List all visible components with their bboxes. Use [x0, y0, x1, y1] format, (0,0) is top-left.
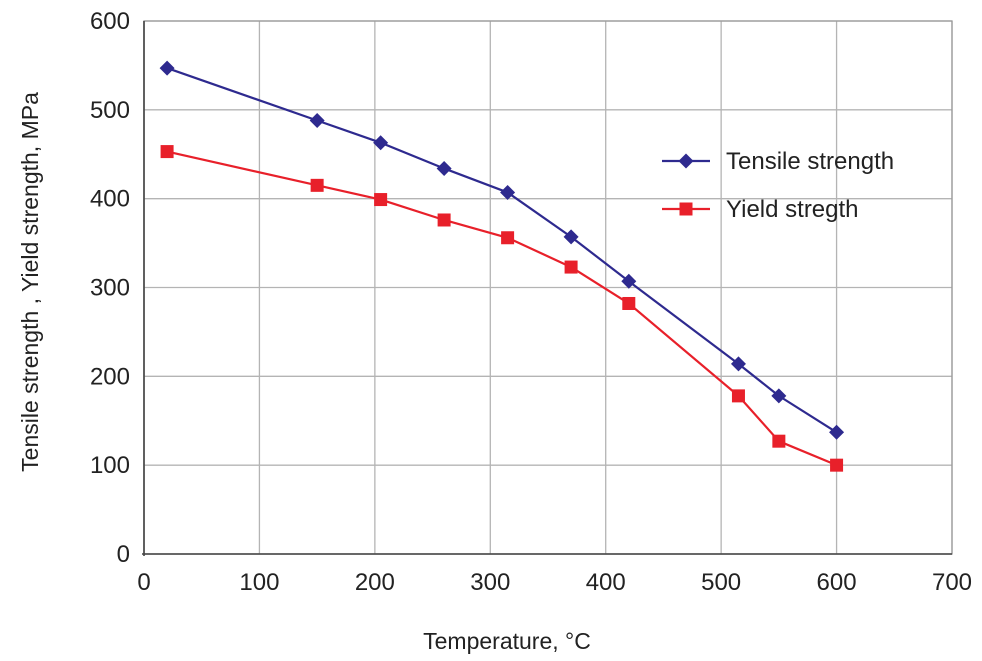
legend-marker [679, 202, 693, 216]
data-point [310, 178, 324, 192]
y-tick-label: 100 [90, 452, 130, 479]
legend-item: Yield stregth [662, 196, 859, 223]
x-tick-label: 100 [239, 569, 279, 596]
data-point [436, 160, 452, 176]
data-point [830, 458, 844, 472]
data-point [730, 356, 746, 372]
data-point [437, 213, 451, 227]
legend: Tensile strength Yield stregth [662, 148, 894, 223]
series-yield-strength [160, 145, 844, 472]
legend-label: Yield stregth [726, 196, 859, 223]
y-tick-label: 500 [90, 97, 130, 124]
grid [142, 20, 953, 556]
data-point [159, 60, 175, 76]
data-point [501, 231, 515, 245]
data-point [373, 135, 389, 151]
data-point [500, 184, 516, 200]
series-tensile-strength [159, 60, 845, 440]
data-point [772, 434, 786, 448]
legend-item: Tensile strength [662, 148, 894, 175]
series-line [166, 67, 838, 434]
series-layer [159, 60, 845, 472]
x-tick-label: 0 [137, 569, 150, 596]
data-point [160, 145, 174, 159]
data-point [622, 296, 636, 310]
data-point [731, 389, 745, 403]
data-point [829, 424, 845, 440]
x-tick-label: 600 [817, 569, 857, 596]
data-point [771, 388, 787, 404]
x-tick-label: 500 [701, 569, 741, 596]
y-axis-title: Tensile strength , Yield strength, MPa [17, 92, 43, 472]
x-axis-title: Temperature, °C [423, 628, 591, 654]
data-point [564, 260, 578, 274]
y-axis-ticks: 0 100 200 300 400 500 600 [90, 8, 130, 568]
legend-marker [678, 153, 694, 169]
y-tick-label: 200 [90, 363, 130, 390]
x-axis-ticks: 0 100 200 300 400 500 600 700 [137, 569, 972, 596]
x-tick-label: 400 [586, 569, 626, 596]
data-point [621, 273, 637, 289]
data-point [563, 229, 579, 245]
y-tick-label: 0 [117, 541, 130, 568]
y-tick-label: 600 [90, 8, 130, 35]
x-tick-label: 200 [355, 569, 395, 596]
y-tick-label: 300 [90, 275, 130, 302]
data-point [374, 193, 388, 207]
x-tick-label: 700 [932, 569, 972, 596]
series-line [166, 150, 837, 467]
data-point [309, 112, 325, 128]
legend-label: Tensile strength [726, 148, 894, 175]
y-tick-label: 400 [90, 186, 130, 213]
x-tick-label: 300 [470, 569, 510, 596]
